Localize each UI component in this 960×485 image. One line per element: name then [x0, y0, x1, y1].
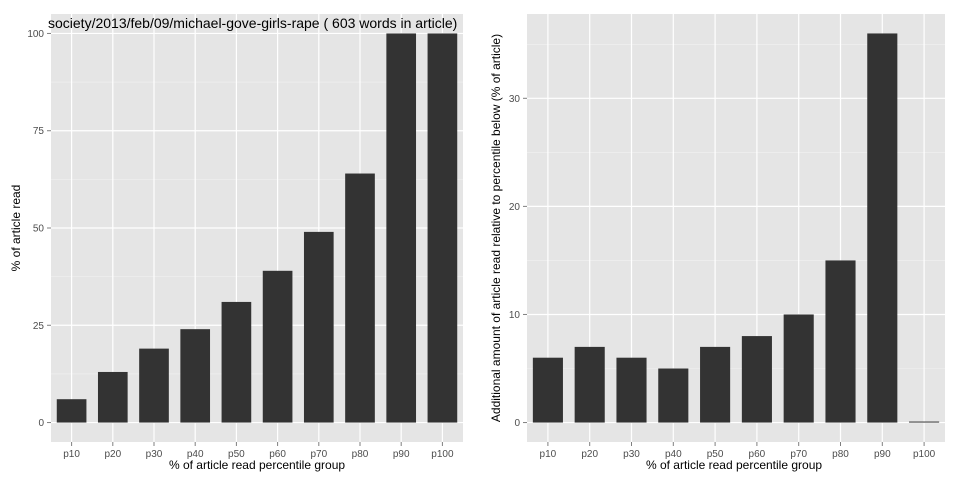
panel-2-x-tick-label-p10: p10	[540, 449, 557, 460]
panel-2-y-tick-label: 10	[509, 310, 521, 321]
panel-2-bar-p100	[909, 421, 940, 423]
panel-2-bar-p30	[616, 357, 647, 423]
panel-1-bar-p60	[262, 270, 293, 423]
panel-1-title: society/2013/feb/09/michael-gove-girls-r…	[48, 15, 457, 31]
panel-2-bar-p50	[700, 346, 731, 423]
panel-2-x-axis-title: % of article read percentile group	[646, 458, 822, 472]
panel-2-y-tick-label: 30	[509, 94, 521, 105]
panel-1-bar-p50	[221, 301, 252, 423]
panel-1-x-tick-label-p10: p10	[63, 449, 80, 460]
panel-2-y-tick-label: 0	[514, 418, 520, 429]
panel-2-bar-p20	[574, 346, 605, 423]
panel-1-x-tick-label-p100: p100	[431, 449, 454, 460]
panel-1-bar-p40	[180, 329, 211, 423]
panel-1-bar-p30	[139, 348, 169, 423]
panel-1-x-tick-label-p50: p50	[228, 449, 245, 460]
panel-2-x-tick-label-p40: p40	[665, 449, 682, 460]
panel-1-y-tick-label: 0	[38, 418, 44, 429]
panel-1-bar-p20	[97, 371, 128, 423]
panel-2-x-tick-label-p80: p80	[832, 449, 849, 460]
panel-2-bar-p70	[783, 314, 814, 423]
panel-2-x-tick-label-p100: p100	[913, 449, 936, 460]
panel-1-x-tick-label-p60: p60	[269, 449, 286, 460]
panel-2-bar-p60	[741, 336, 772, 423]
panel-2-bar-p80	[825, 260, 856, 423]
panel-2-x-tick-label-p70: p70	[790, 449, 807, 460]
panel-2-x-tick-label-p20: p20	[581, 449, 598, 460]
panel-1-y-tick-label: 50	[33, 224, 45, 235]
panel-2-y-tick-label: 20	[509, 202, 521, 213]
panel-1-x-axis-title: % of article read percentile group	[169, 458, 345, 472]
panel-1-x-tick-label-p70: p70	[310, 449, 327, 460]
panel-2-x-tick-label-p60: p60	[749, 449, 766, 460]
panel-1-bar-p80	[345, 173, 375, 423]
panel-2-x-tick-label-p50: p50	[707, 449, 724, 460]
panel-2-x-tick-label-p90: p90	[874, 449, 891, 460]
panel-1-x-tick-label-p80: p80	[352, 449, 369, 460]
panel-2-y-axis-title: Additional amount of article read relati…	[489, 34, 503, 422]
panel-1-bar-p70	[303, 231, 334, 423]
panel-2-bar-p90	[867, 33, 898, 423]
panel-1-y-tick-label: 25	[33, 321, 45, 332]
panel-2-x-tick-label-p30: p30	[623, 449, 640, 460]
panel-1-x-tick-label-p20: p20	[104, 449, 121, 460]
panel-1-y-axis-title: % of article read	[9, 185, 23, 272]
panel-1-x-tick-label-p40: p40	[187, 449, 204, 460]
panel-1-bar-p90	[386, 33, 417, 423]
panel-1-x-tick-label-p30: p30	[146, 449, 163, 460]
panel-1-y-tick-label: 100	[27, 29, 44, 40]
panel-2-bar-p40	[658, 368, 689, 423]
panel-1-y-tick-label: 75	[33, 126, 45, 137]
panel-1-bar-p10	[56, 399, 87, 423]
panel-2-bar-p10	[532, 357, 563, 423]
panel-1-x-tick-label-p90: p90	[393, 449, 410, 460]
panel-1-bar-p100	[427, 33, 458, 423]
